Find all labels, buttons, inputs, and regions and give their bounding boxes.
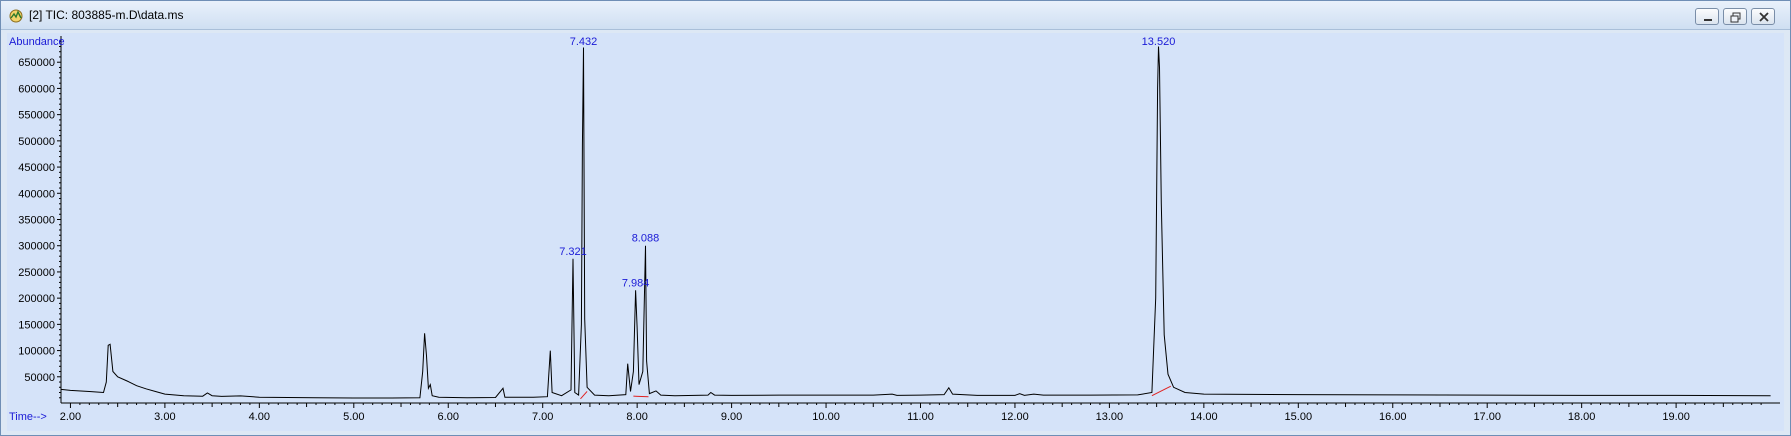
x-axis-title: Time--> [9,411,47,423]
minimize-icon [1704,19,1712,21]
x-tick-label: 10.00 [812,411,840,423]
tic-trace [60,46,1771,399]
x-tick-label: 6.00 [438,411,459,423]
x-tick-label: 15.00 [1285,411,1313,423]
window-title: [2] TIC: 803885-m.D\data.ms [29,8,184,22]
x-tick-label: 19.00 [1662,411,1690,423]
x-tick-label: 18.00 [1568,411,1596,423]
y-tick-label: 500000 [18,136,55,148]
integration-baseline [633,395,649,398]
chromatogram-app-icon [9,9,23,23]
peak-label: 7.432 [570,36,598,48]
x-tick-label: 11.00 [907,411,934,423]
close-button[interactable] [1751,8,1775,25]
y-tick-label: 450000 [18,162,55,174]
peak-label: 13.520 [1142,36,1176,48]
y-tick-label: 550000 [18,110,55,122]
y-tick-label: 200000 [18,293,55,305]
title-bar[interactable]: [2] TIC: 803885-m.D\data.ms [1,1,1790,30]
x-tick-label: 12.00 [1001,411,1029,423]
x-tick-label: 8.00 [626,411,647,423]
y-tick-label: 650000 [18,57,55,69]
tic-chart[interactable]: 50000 100000 150000 200000 250000 300000 35000… [7,33,1784,431]
plot-area [61,36,1780,403]
y-tick-label: 150000 [18,319,55,331]
x-tick-label: 17.00 [1473,411,1501,423]
x-tick-label: 3.00 [154,411,175,423]
y-axis-title: Abundance [9,36,65,48]
close-icon [1759,12,1769,22]
peak-label: 7.321 [559,246,587,258]
y-tick-label: 400000 [18,188,55,200]
restore-icon [1730,12,1741,23]
y-tick-label: 600000 [18,83,55,95]
x-tick-label: 7.00 [532,411,553,423]
y-tick-label: 350000 [18,215,55,227]
peak-label: 7.984 [622,277,650,289]
x-tick-label: 2.00 [60,411,81,423]
integration-baseline [1151,385,1172,397]
x-tick-label: 16.00 [1379,411,1407,423]
integration-baseline [580,391,588,400]
x-tick-label: 4.00 [249,411,270,423]
x-tick-label: 9.00 [721,411,742,423]
chromatogram-plot[interactable]: 50000 100000 150000 200000 250000 300000 35000… [7,33,1784,431]
x-tick-label: 14.00 [1190,411,1218,423]
y-tick-label: 100000 [18,346,55,358]
y-tick-label: 300000 [18,241,55,253]
peak-label: 8.088 [632,233,660,245]
restore-button[interactable] [1723,8,1747,25]
y-tick-label: 250000 [18,267,55,279]
minimize-button[interactable] [1695,8,1719,25]
x-tick-label: 5.00 [343,411,364,423]
y-tick-label: 50000 [24,372,55,384]
x-tick-label: 13.00 [1096,411,1124,423]
